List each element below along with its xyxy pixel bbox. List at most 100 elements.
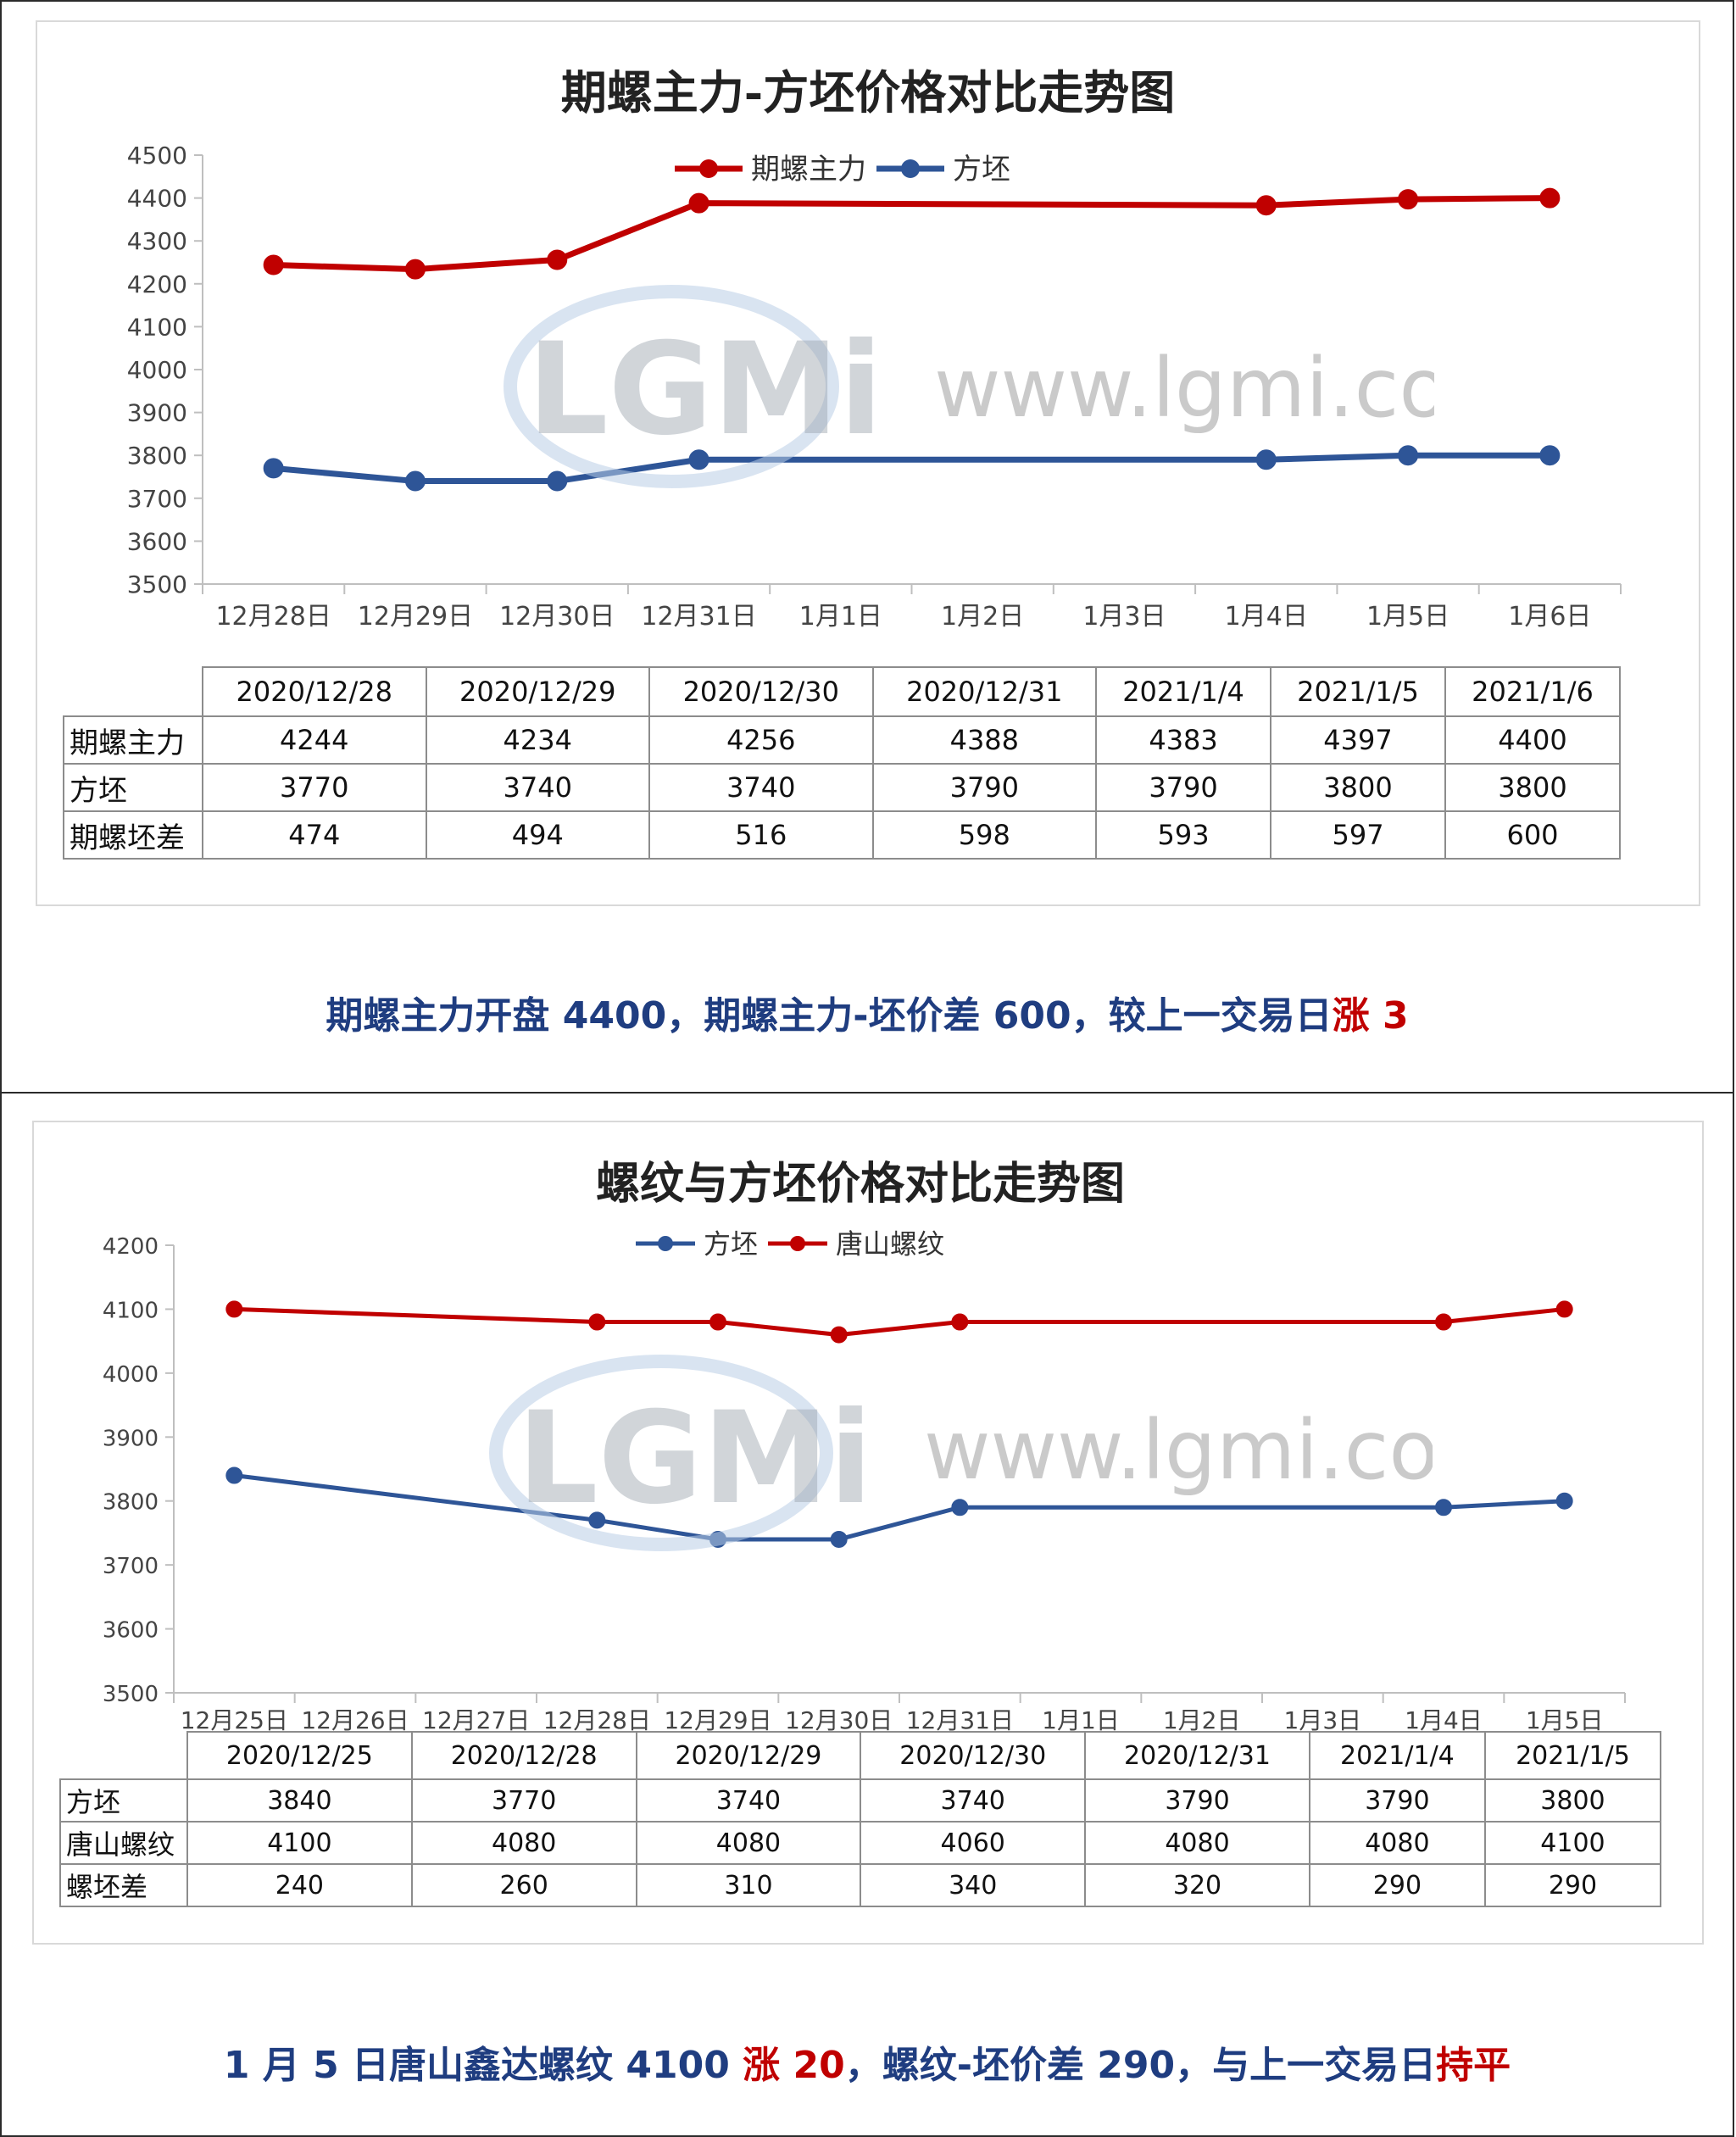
table-header-cell: 2020/12/30 [648, 666, 874, 717]
table-cell: 3790 [1084, 1778, 1310, 1823]
summary-line-1: 期螺主力开盘 4400，期螺主力-坯价差 600，较上一交易日涨 3 [2, 985, 1733, 1039]
table-cell: 3740 [860, 1778, 1087, 1823]
table-cell: 340 [860, 1863, 1087, 1907]
table-row-label: 唐山螺纹 [59, 1821, 188, 1865]
x-tick-label: 1月2日 [941, 602, 1024, 632]
y-tick-label: 4100 [127, 313, 187, 341]
panel-rebar-futures-vs-billet: 期螺主力-方坯价格对比走势图 3500 3600 3700 3800 3900 4000 4… [0, 0, 1734, 1094]
table-cell: 290 [1483, 1863, 1662, 1907]
series-line-0 [234, 1473, 1565, 1542]
series-point-1 [830, 1326, 848, 1344]
x-tick-label: 1月5日 [1526, 1706, 1604, 1734]
chart-title: 螺纹与方坯价格对比走势图 [596, 1158, 1125, 1210]
table-cell: 3790 [1095, 763, 1272, 812]
table-cell: 4388 [871, 715, 1098, 765]
y-tick-label: 3500 [127, 570, 187, 598]
x-tick-label: 12月28日 [215, 602, 331, 632]
series-point-0 [1398, 189, 1419, 210]
table-row: 期螺坯差 474 494 516 598 593 597 600 [63, 810, 1621, 860]
series-point-1 [263, 458, 284, 479]
series-point-0 [709, 1530, 726, 1548]
table-header-cell: 2020/12/29 [635, 1731, 862, 1780]
y-tick-label: 3800 [103, 1490, 159, 1516]
series-point-1 [951, 1313, 969, 1331]
table-cell: 3800 [1483, 1778, 1662, 1823]
table-cell: 4080 [1308, 1821, 1486, 1865]
table-cell: 4060 [860, 1821, 1087, 1865]
x-tick-label: 1月4日 [1225, 602, 1308, 632]
table-cell: 598 [871, 810, 1098, 860]
table-cell: 4397 [1270, 715, 1446, 765]
x-tick-label: 1月3日 [1082, 602, 1166, 632]
y-tick-label: 4000 [127, 356, 187, 384]
y-tick-label: 3600 [103, 1618, 159, 1644]
series-point-0 [225, 1466, 243, 1484]
table-cell: 597 [1270, 810, 1446, 860]
table-cell: 240 [186, 1863, 413, 1907]
table-row: 方坯 3770 3740 3740 3790 3790 3800 3800 [63, 763, 1621, 812]
y-tick-label: 4300 [127, 227, 187, 255]
series-point-0 [1555, 1492, 1573, 1510]
series-point-0 [1539, 187, 1561, 209]
table-cell: 4256 [648, 715, 874, 765]
table-row-label: 期螺坯差 [63, 810, 203, 860]
table-cell: 3790 [871, 763, 1098, 812]
table-cell: 3740 [635, 1778, 862, 1823]
x-tick-label: 12月30日 [785, 1706, 893, 1734]
table-row-label: 方坯 [63, 763, 203, 812]
legend-label: 方坯 [704, 1228, 758, 1260]
table-cell: 3800 [1270, 763, 1446, 812]
table-cell: 3800 [1444, 763, 1621, 812]
series-point-1 [1398, 445, 1419, 466]
legend-swatch-marker-1 [901, 159, 920, 178]
table-corner-cell [60, 1732, 188, 1780]
panel-rebar-vs-billet: 螺纹与方坯价格对比走势图 3500 3600 3700 3800 3900 4000 410… [0, 1092, 1734, 2137]
table-cell: 260 [410, 1863, 637, 1907]
x-tick-label: 1月5日 [1366, 602, 1449, 632]
x-tick-label: 12月29日 [664, 1706, 771, 1734]
series-point-1 [1255, 449, 1277, 470]
table-header-cell: 2020/12/29 [425, 666, 651, 717]
y-tick-label: 4100 [103, 1298, 159, 1323]
summary-2-part1: 1 月 5 日唐山鑫达螺纹 4100 [223, 2044, 743, 2087]
chart-title: 期螺主力-方坯价格对比走势图 [561, 65, 1175, 120]
table-cell: 4100 [1483, 1821, 1662, 1865]
legend-label: 期螺主力 [751, 153, 866, 186]
x-tick-label: 1月1日 [1042, 1706, 1120, 1734]
y-tick-label: 3700 [127, 485, 187, 513]
legend-swatch-marker-0 [699, 159, 718, 178]
table-cell: 593 [1095, 810, 1272, 860]
y-tick-label: 3600 [127, 527, 187, 555]
summary-2-part2: ，螺纹-坯价差 290，与上一交易日 [844, 2044, 1437, 2087]
table-header-cell: 2020/12/28 [202, 666, 427, 717]
series-point-1 [709, 1313, 726, 1331]
table-cell: 4244 [202, 715, 427, 765]
table-cell: 3740 [648, 763, 874, 812]
table-cell: 320 [1084, 1863, 1310, 1907]
table-cell: 3790 [1308, 1778, 1486, 1823]
table-header-cell: 2020/12/28 [410, 1731, 637, 1780]
x-tick-label: 12月28日 [543, 1706, 651, 1734]
table-header-cell: 2021/1/4 [1308, 1731, 1486, 1780]
table-cell: 3770 [410, 1778, 637, 1823]
table-header-cell: 2020/12/31 [1084, 1731, 1310, 1780]
table-cell: 494 [425, 810, 651, 860]
chart-card-1: 期螺主力-方坯价格对比走势图 3500 3600 3700 3800 3900 4000 4… [36, 20, 1700, 906]
series-line-1 [273, 452, 1550, 485]
table-cell: 4100 [186, 1821, 413, 1865]
series-point-0 [830, 1530, 848, 1548]
x-tick-label: 1月3日 [1284, 1706, 1362, 1734]
table-corner-cell [64, 667, 203, 717]
series-point-0 [1255, 195, 1277, 216]
y-tick-label: 3800 [127, 442, 187, 470]
legend-swatch-marker-0 [658, 1236, 673, 1251]
table-row: 螺坯差 240 260 310 340 320 290 290 [59, 1863, 1662, 1907]
table-header-row: 2020/12/28 2020/12/29 2020/12/30 2020/12/31… [64, 666, 1621, 717]
table-header-cell: 2021/1/4 [1095, 666, 1272, 717]
y-tick-label: 3700 [103, 1554, 159, 1579]
y-tick-label: 4400 [127, 185, 187, 213]
x-tick-label: 12月26日 [301, 1706, 409, 1734]
series-point-1 [547, 470, 568, 492]
table-cell: 4234 [425, 715, 651, 765]
series-point-1 [1435, 1313, 1452, 1331]
